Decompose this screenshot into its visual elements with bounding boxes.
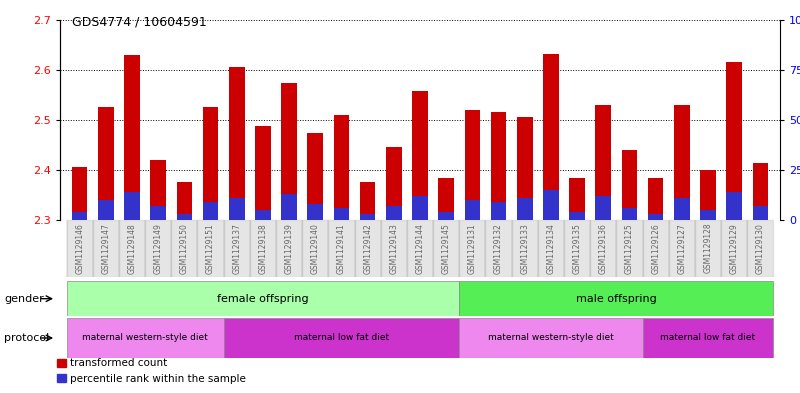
Bar — [648, 178, 663, 220]
Bar — [459, 281, 774, 316]
Text: maternal western-style diet: maternal western-style diet — [488, 334, 614, 342]
Text: maternal low fat diet: maternal low fat diet — [661, 334, 755, 342]
Bar — [224, 220, 250, 277]
Bar — [198, 220, 224, 277]
Bar — [465, 110, 480, 220]
Bar — [229, 67, 245, 220]
Bar — [412, 91, 428, 220]
Bar — [98, 107, 114, 220]
Bar — [753, 206, 768, 220]
Bar — [595, 196, 611, 220]
Bar — [145, 220, 171, 277]
Bar — [177, 182, 192, 220]
Bar — [307, 204, 323, 220]
Bar — [674, 105, 690, 220]
Bar — [282, 83, 297, 220]
Bar — [334, 208, 350, 220]
Bar — [459, 220, 486, 277]
Bar — [648, 214, 663, 220]
Bar — [72, 167, 87, 220]
Bar — [360, 214, 375, 220]
Text: maternal western-style diet: maternal western-style diet — [82, 334, 208, 342]
Bar — [386, 206, 402, 220]
Bar — [616, 220, 642, 277]
Bar — [119, 220, 145, 277]
Bar — [224, 318, 459, 358]
Bar — [486, 220, 512, 277]
Bar — [674, 198, 690, 220]
Bar — [512, 220, 538, 277]
Bar — [726, 192, 742, 220]
Bar — [490, 202, 506, 220]
Bar — [700, 210, 716, 220]
Bar — [177, 214, 192, 220]
Bar — [255, 127, 270, 220]
Bar — [543, 54, 558, 220]
Bar — [229, 198, 245, 220]
Bar — [334, 115, 350, 220]
Bar — [150, 160, 166, 220]
Bar — [622, 150, 638, 220]
Bar — [72, 212, 87, 220]
Bar — [642, 220, 669, 277]
Bar — [307, 133, 323, 220]
Bar — [93, 220, 119, 277]
Text: male offspring: male offspring — [576, 294, 657, 304]
Bar — [66, 281, 459, 316]
Bar — [590, 220, 616, 277]
Bar — [622, 208, 638, 220]
Bar — [595, 105, 611, 220]
Bar — [570, 178, 585, 220]
Bar — [98, 200, 114, 220]
Bar — [642, 318, 774, 358]
Bar — [150, 206, 166, 220]
Bar — [564, 220, 590, 277]
Text: GDS4774 / 10604591: GDS4774 / 10604591 — [72, 16, 206, 29]
Text: gender: gender — [4, 294, 44, 304]
Bar — [124, 192, 140, 220]
Bar — [171, 220, 198, 277]
Bar — [124, 55, 140, 220]
Bar — [354, 220, 381, 277]
Bar — [726, 62, 742, 220]
Bar — [517, 118, 533, 220]
Bar — [700, 170, 716, 220]
Bar — [360, 182, 375, 220]
Bar — [328, 220, 354, 277]
Bar — [250, 220, 276, 277]
Bar — [407, 220, 433, 277]
Bar — [517, 198, 533, 220]
Bar — [695, 220, 721, 277]
Bar — [538, 220, 564, 277]
Legend: transformed count, percentile rank within the sample: transformed count, percentile rank withi… — [54, 354, 250, 388]
Bar — [66, 220, 93, 277]
Bar — [276, 220, 302, 277]
Bar — [412, 196, 428, 220]
Bar — [570, 212, 585, 220]
Bar — [721, 220, 747, 277]
Bar — [490, 112, 506, 220]
Bar — [753, 163, 768, 220]
Bar — [302, 220, 328, 277]
Bar — [438, 178, 454, 220]
Bar — [543, 190, 558, 220]
Bar — [381, 220, 407, 277]
Bar — [66, 318, 224, 358]
Text: female offspring: female offspring — [217, 294, 309, 304]
Bar — [438, 212, 454, 220]
Bar — [433, 220, 459, 277]
Bar — [459, 318, 642, 358]
Bar — [386, 147, 402, 220]
Text: maternal low fat diet: maternal low fat diet — [294, 334, 389, 342]
Bar — [202, 107, 218, 220]
Bar — [669, 220, 695, 277]
Text: protocol: protocol — [4, 333, 50, 343]
Bar — [465, 200, 480, 220]
Bar — [202, 202, 218, 220]
Bar — [747, 220, 774, 277]
Bar — [255, 210, 270, 220]
Bar — [282, 194, 297, 220]
